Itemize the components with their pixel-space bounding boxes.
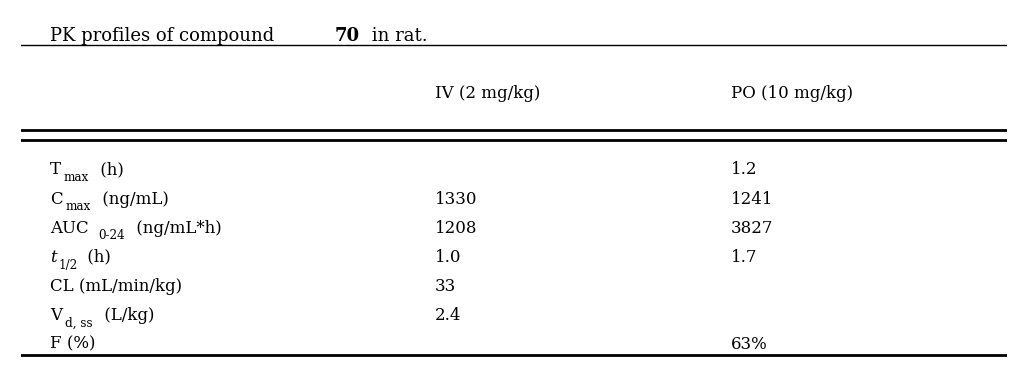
Text: 3827: 3827 <box>731 220 774 237</box>
Text: 33: 33 <box>435 277 456 295</box>
Text: (ng/mL): (ng/mL) <box>97 190 169 207</box>
Text: V: V <box>50 307 62 324</box>
Text: max: max <box>64 171 89 184</box>
Text: t: t <box>50 249 57 266</box>
Text: 1.0: 1.0 <box>435 249 462 266</box>
Text: in rat.: in rat. <box>366 27 428 45</box>
Text: 2.4: 2.4 <box>435 307 462 324</box>
Text: 1330: 1330 <box>435 190 478 207</box>
Text: 1.7: 1.7 <box>731 249 758 266</box>
Text: 1.2: 1.2 <box>731 162 758 179</box>
Text: F (%): F (%) <box>50 336 96 353</box>
Text: (L/kg): (L/kg) <box>100 307 155 324</box>
Text: T: T <box>50 162 62 179</box>
Text: PK profiles of compound: PK profiles of compound <box>50 27 281 45</box>
Text: d, ss: d, ss <box>65 317 93 330</box>
Text: AUC: AUC <box>50 220 88 237</box>
Text: 70: 70 <box>335 27 360 45</box>
Text: 1208: 1208 <box>435 220 478 237</box>
Text: IV (2 mg/kg): IV (2 mg/kg) <box>435 85 541 102</box>
Text: PO (10 mg/kg): PO (10 mg/kg) <box>731 85 853 102</box>
Text: max: max <box>66 200 91 213</box>
Text: 63%: 63% <box>731 336 768 353</box>
Text: CL (mL/min/kg): CL (mL/min/kg) <box>50 277 182 295</box>
Text: C: C <box>50 190 63 207</box>
Text: 1/2: 1/2 <box>59 259 78 272</box>
Text: 1241: 1241 <box>731 190 774 207</box>
Text: 0-24: 0-24 <box>98 230 124 242</box>
Text: (h): (h) <box>95 162 124 179</box>
Text: (ng/mL*h): (ng/mL*h) <box>131 220 222 237</box>
Text: (h): (h) <box>82 249 111 266</box>
